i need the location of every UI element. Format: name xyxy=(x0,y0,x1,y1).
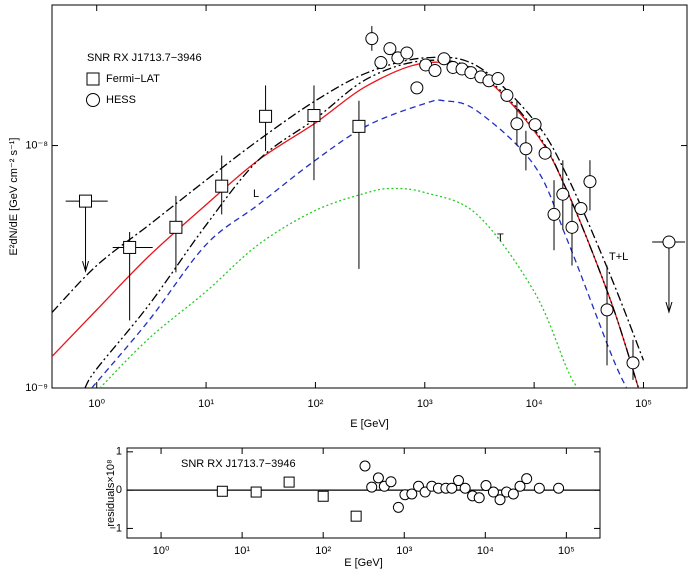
model-curve xyxy=(91,99,628,388)
data-point xyxy=(215,179,229,193)
data-point xyxy=(259,109,273,123)
data-point xyxy=(626,356,640,370)
curve-annotation: T xyxy=(497,232,504,244)
data-point xyxy=(392,501,404,513)
data-point xyxy=(521,473,533,485)
data-point xyxy=(487,486,499,498)
legend-title: SNR RX J1713.7−3946 xyxy=(87,52,202,64)
model-curve xyxy=(52,56,645,361)
x-tick-label: 10⁵ xyxy=(635,398,652,410)
x-tick-label: 10⁴ xyxy=(526,398,543,410)
y-tick-label: 10⁻⁹ xyxy=(25,382,48,394)
curve-annotation: L xyxy=(253,188,259,200)
x-tick-label: 10⁴ xyxy=(477,545,494,557)
data-point xyxy=(307,109,321,123)
upper-limit-head xyxy=(665,301,673,314)
data-point xyxy=(350,510,362,522)
data-point xyxy=(565,220,579,234)
data-point xyxy=(169,220,183,234)
data-point xyxy=(538,146,552,160)
data-point xyxy=(372,472,384,484)
x-tick-label: 10² xyxy=(307,398,323,410)
data-point xyxy=(428,63,442,77)
data-point xyxy=(410,81,424,95)
data-point xyxy=(446,482,458,494)
data-point xyxy=(452,475,464,487)
data-point xyxy=(528,118,542,132)
x-tick-label: 10¹ xyxy=(198,398,214,410)
x-axis-title: E [GeV] xyxy=(344,557,383,569)
plot-frame xyxy=(51,4,688,389)
data-point xyxy=(553,482,565,494)
y-tick-label: 10⁻⁸ xyxy=(25,139,48,151)
data-point xyxy=(352,119,366,133)
data-point xyxy=(365,32,379,46)
data-point xyxy=(437,52,451,66)
data-point xyxy=(494,494,506,506)
data-point xyxy=(473,492,485,504)
data-point xyxy=(123,240,137,254)
data-point xyxy=(519,142,533,156)
x-axis-title: E [GeV] xyxy=(350,418,389,430)
model-curve xyxy=(84,59,640,388)
plot-area xyxy=(52,26,686,388)
data-point xyxy=(556,187,570,201)
data-point xyxy=(400,46,414,60)
data-point xyxy=(359,460,371,472)
data-point xyxy=(366,481,378,493)
data-point xyxy=(79,194,93,208)
residual-frame xyxy=(126,447,601,539)
data-point xyxy=(574,202,588,216)
x-tick-label: 10⁰ xyxy=(153,545,170,557)
data-point xyxy=(383,42,397,56)
x-tick-label: 10⁰ xyxy=(88,398,105,410)
plot-area xyxy=(216,460,565,522)
curve-annotation: T+L xyxy=(609,251,628,263)
upper-limit-head xyxy=(82,260,90,273)
data-point xyxy=(600,303,614,317)
data-point xyxy=(514,480,526,492)
data-point xyxy=(283,476,295,488)
data-point xyxy=(250,486,262,498)
y-axis-title: residuals×10⁸ xyxy=(105,459,117,526)
y-tick-label: 1 xyxy=(116,446,122,458)
data-point xyxy=(533,482,545,494)
data-point xyxy=(459,482,471,494)
data-point xyxy=(547,207,561,221)
x-tick-label: 10⁵ xyxy=(558,545,575,557)
data-point xyxy=(374,56,388,70)
data-point xyxy=(507,488,519,500)
model-curve xyxy=(99,187,579,388)
x-tick-label: 10¹ xyxy=(234,545,250,557)
data-point xyxy=(662,235,676,249)
data-point xyxy=(216,485,228,497)
data-point xyxy=(491,72,505,86)
data-point xyxy=(406,488,418,500)
data-point xyxy=(500,88,514,102)
x-tick-label: 10³ xyxy=(417,398,433,410)
x-tick-label: 10² xyxy=(315,545,331,557)
data-point xyxy=(385,476,397,488)
data-point xyxy=(480,480,492,492)
data-point xyxy=(510,117,524,131)
data-point xyxy=(583,175,597,189)
legend-marker xyxy=(86,72,100,86)
y-tick-label: −1 xyxy=(109,522,122,534)
y-tick-label: 0 xyxy=(116,484,122,496)
panel-title: SNR RX J1713.7−3946 xyxy=(181,458,296,470)
model-curve xyxy=(52,61,640,388)
y-axis-title: E²dN/dE [GeV cm⁻² s⁻¹] xyxy=(8,138,20,256)
legend-label: HESS xyxy=(106,94,136,106)
data-point xyxy=(317,490,329,502)
x-tick-label: 10³ xyxy=(396,545,412,557)
legend-label: Fermi−LAT xyxy=(106,73,160,85)
legend-marker xyxy=(86,93,100,107)
